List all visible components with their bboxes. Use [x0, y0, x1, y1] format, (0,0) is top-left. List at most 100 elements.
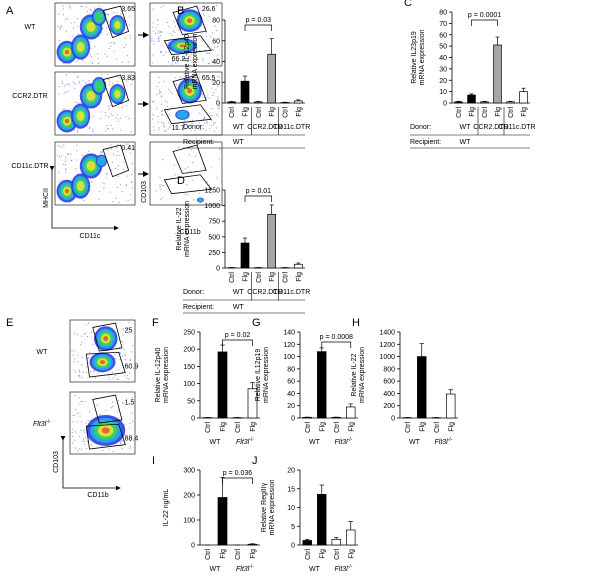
event: [107, 73, 109, 75]
y-axis-label: mRNA expression: [192, 33, 199, 89]
y-tick-label: 200: [183, 493, 195, 500]
event: [74, 357, 76, 360]
event: [81, 335, 83, 337]
y-tick-label: 100: [183, 381, 195, 388]
event: [152, 8, 154, 10]
event: [126, 374, 129, 376]
event: [119, 443, 122, 445]
event: [167, 128, 169, 130]
y-tick-label: 250: [208, 250, 220, 257]
y-axis-label: mRNA expression: [263, 347, 270, 403]
event: [113, 50, 115, 52]
event: [162, 125, 165, 127]
gate: [85, 351, 126, 378]
event: [77, 128, 79, 130]
event: [161, 110, 163, 113]
event: [191, 124, 193, 126]
event: [116, 378, 118, 380]
event: [111, 161, 114, 163]
row-label: Flt3l-/-: [33, 419, 51, 428]
event: [83, 440, 86, 442]
gate-value: 60.9: [125, 363, 139, 370]
event: [174, 31, 176, 34]
event: [129, 15, 131, 17]
event: [76, 144, 78, 146]
event: [130, 351, 132, 353]
event: [97, 62, 100, 65]
event: [62, 163, 65, 166]
bar: [247, 543, 258, 546]
x-tick-label: Flg: [296, 107, 303, 117]
event: [112, 12, 115, 14]
event: [124, 434, 126, 437]
event: [159, 34, 162, 37]
y-axis-label: Relative IL23p19: [411, 31, 418, 84]
group-label: WT: [233, 289, 245, 296]
event: [61, 146, 63, 149]
event: [211, 32, 214, 34]
event: [98, 190, 100, 193]
event: [166, 105, 168, 108]
event: [156, 85, 158, 88]
event: [161, 197, 163, 199]
event: [74, 431, 76, 433]
event: [151, 40, 153, 42]
gate-value: 88.4: [125, 435, 139, 442]
event: [69, 6, 71, 8]
event: [122, 168, 124, 170]
event: [218, 108, 220, 110]
event: [129, 358, 132, 360]
event: [158, 36, 160, 38]
x-tick-label: Flg: [469, 107, 476, 117]
event: [189, 55, 191, 57]
y-tick-label: 60: [439, 32, 447, 39]
event: [90, 9, 92, 11]
event: [195, 155, 197, 157]
event: [78, 448, 80, 450]
bar: [253, 101, 263, 104]
event: [65, 159, 67, 161]
x-tick-label: Flg: [319, 422, 326, 432]
event: [152, 101, 154, 103]
event: [61, 82, 63, 85]
event: [115, 116, 117, 119]
row-label: WT: [25, 24, 37, 31]
significance-bracket: [471, 19, 498, 26]
event: [106, 177, 108, 179]
event: [70, 22, 72, 24]
event: [80, 5, 82, 7]
event: [124, 358, 126, 361]
group-label: CCR2.DTR: [247, 289, 282, 296]
gate-value: 11.7: [172, 125, 185, 132]
event: [107, 20, 109, 23]
event: [182, 129, 184, 131]
event: [186, 128, 188, 130]
density: [114, 21, 121, 30]
event: [121, 107, 124, 109]
y-tick-label: 300: [183, 468, 195, 475]
event: [211, 119, 213, 122]
event: [199, 129, 201, 131]
event: [114, 353, 116, 355]
event: [172, 60, 174, 62]
event: [162, 159, 164, 161]
event: [151, 38, 153, 40]
event: [97, 371, 100, 373]
event: [169, 126, 171, 128]
event: [151, 62, 153, 64]
event: [65, 156, 67, 158]
event: [124, 375, 126, 377]
event: [190, 59, 192, 61]
event: [129, 437, 131, 439]
event: [85, 82, 87, 84]
event: [125, 80, 128, 82]
density: [76, 111, 85, 122]
y-tick-label: 200: [383, 403, 395, 410]
gate-value: 66.2: [172, 56, 186, 63]
row-label: CCR2.DTR: [12, 93, 47, 100]
event: [184, 127, 186, 130]
event: [104, 53, 106, 55]
y-tick-label: 100: [283, 354, 295, 361]
gate: [172, 144, 207, 174]
panel-letter: J: [252, 455, 258, 467]
